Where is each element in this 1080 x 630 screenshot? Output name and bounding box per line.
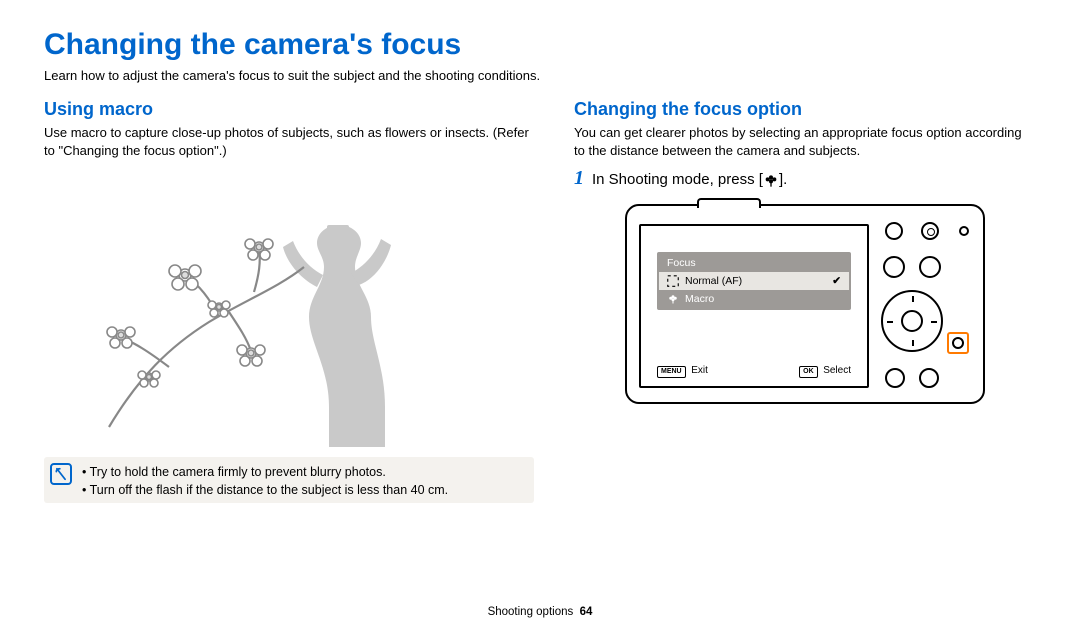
power-button	[921, 222, 939, 240]
menu-item-normal-af[interactable]: Normal (AF) ✔	[659, 272, 849, 290]
menu-chip: MENU	[657, 366, 686, 378]
camera-illustration: Focus Normal (AF) ✔ Macro M	[625, 204, 985, 404]
left-column: Using macro Use macro to capture close-u…	[44, 99, 534, 503]
macro-icon	[763, 172, 779, 188]
af-icon	[667, 275, 679, 287]
dpad	[881, 290, 943, 352]
macro-icon	[667, 293, 679, 305]
note-item: Turn off the flash if the distance to th…	[82, 481, 448, 499]
focus-menu: Focus Normal (AF) ✔ Macro	[657, 252, 851, 310]
page-title: Changing the camera's focus	[44, 28, 1036, 62]
note-item: Try to hold the camera firmly to prevent…	[82, 463, 448, 481]
page-footer: Shooting options 64	[0, 606, 1080, 618]
intro-text: Learn how to adjust the camera's focus t…	[44, 68, 1036, 83]
focus-option-heading: Changing the focus option	[574, 99, 1036, 120]
menu-title: Focus	[659, 254, 849, 272]
using-macro-body: Use macro to capture close-up photos of …	[44, 124, 534, 159]
macro-illustration	[44, 167, 534, 447]
right-column: Changing the focus option You can get cl…	[574, 99, 1036, 503]
step-text-post: ].	[779, 171, 787, 188]
menu-item-label: Macro	[685, 293, 714, 305]
menu-item-macro[interactable]: Macro	[659, 290, 849, 308]
step-text-pre: In Shooting mode, press [	[592, 171, 763, 188]
step-number: 1	[574, 167, 584, 190]
footer-section: Shooting options	[488, 606, 574, 618]
focus-option-body: You can get clearer photos by selecting …	[574, 124, 1036, 159]
camera-button	[919, 256, 941, 278]
using-macro-heading: Using macro	[44, 99, 534, 120]
check-icon: ✔	[832, 275, 841, 287]
camera-button	[883, 256, 905, 278]
select-label: Select	[823, 365, 851, 376]
camera-button	[885, 368, 905, 388]
note-icon	[50, 463, 72, 485]
ok-chip: OK	[799, 366, 818, 378]
select-hint: OK Select	[799, 365, 851, 378]
highlighted-macro-button	[947, 332, 969, 354]
step-1: 1 In Shooting mode, press [].	[574, 167, 1036, 190]
exit-label: Exit	[691, 365, 708, 376]
exit-hint: MENU Exit	[657, 365, 708, 378]
lcd-screen: Focus Normal (AF) ✔ Macro M	[639, 224, 869, 388]
note-box: Try to hold the camera firmly to prevent…	[44, 457, 534, 503]
camera-button	[919, 368, 939, 388]
menu-item-label: Normal (AF)	[685, 275, 742, 287]
indicator-led	[959, 226, 969, 236]
step-text: In Shooting mode, press [].	[592, 171, 787, 188]
camera-button	[885, 222, 903, 240]
footer-page: 64	[580, 606, 593, 618]
